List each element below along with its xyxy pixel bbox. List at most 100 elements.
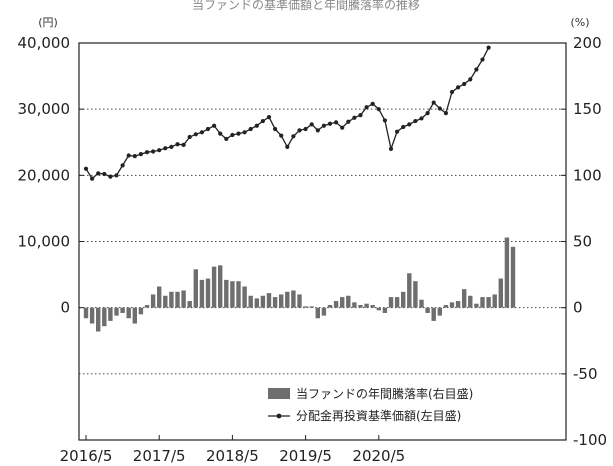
line-point (212, 123, 217, 128)
bar (236, 281, 241, 308)
bar (218, 265, 223, 308)
line-point (340, 125, 345, 130)
x-tick-label: 2016/5 (60, 447, 113, 465)
bar (242, 286, 247, 308)
line-point (309, 122, 314, 127)
bar (486, 297, 491, 308)
bar (144, 305, 150, 308)
right-tick-label: -50 (573, 365, 598, 383)
bar (260, 295, 266, 308)
bar (455, 301, 461, 308)
line-point (382, 118, 387, 123)
bar (193, 269, 198, 308)
line-point (395, 129, 400, 134)
line-point (419, 116, 424, 121)
line-point (126, 153, 131, 158)
line-point (327, 121, 333, 126)
line-point (230, 132, 235, 138)
line-point (199, 130, 204, 135)
right-tick-label: 0 (573, 299, 583, 317)
line-point (443, 111, 448, 116)
bar (413, 281, 418, 308)
bar (309, 306, 314, 308)
x-axis: 2016/5 2017/5 2018/5 2019/5 2020/5 (60, 435, 405, 465)
line-point (480, 57, 485, 62)
left-tick-label: 10,000 (18, 233, 71, 251)
line-point (456, 85, 461, 90)
legend-line-marker (276, 413, 282, 419)
x-tick-label: 2019/5 (279, 447, 332, 465)
line-point (352, 115, 357, 120)
bar (419, 299, 424, 308)
line-point (248, 126, 253, 132)
right-tick-label: 150 (573, 100, 602, 118)
bar (187, 301, 192, 308)
grid-lines (79, 108, 566, 375)
line-point (291, 134, 296, 139)
line-point (413, 118, 418, 124)
line-point (376, 107, 381, 112)
line-point (462, 81, 467, 87)
bar (199, 279, 205, 308)
line-point (364, 105, 369, 110)
line-point (388, 146, 394, 151)
line-point (254, 123, 259, 128)
bar (175, 291, 180, 308)
bar (492, 294, 497, 308)
left-axis-unit: (円) (38, 16, 58, 29)
line-point (370, 101, 375, 106)
bar (431, 307, 436, 321)
right-tick-label: 50 (573, 233, 592, 251)
left-tick-label: 0 (60, 299, 70, 317)
bar (120, 307, 125, 313)
bar (468, 295, 473, 308)
bar (425, 307, 430, 313)
bar (315, 307, 320, 319)
line-point (218, 131, 223, 136)
line-point (285, 144, 290, 149)
bar (443, 305, 449, 308)
left-tick-label: 40,000 (18, 34, 71, 52)
line-point (425, 111, 430, 116)
bar (138, 307, 144, 315)
bar (163, 295, 168, 308)
legend: 当ファンドの年間騰落率(右目盛) 分配金再投資基準価額(左目盛) (268, 386, 473, 423)
line-point (120, 163, 125, 168)
bar (382, 307, 388, 313)
bar (327, 305, 333, 308)
bar (510, 246, 516, 308)
right-tick-label: -100 (573, 431, 607, 449)
line-point (205, 126, 211, 132)
bar (321, 307, 327, 316)
bar (224, 279, 229, 308)
bar (291, 290, 296, 308)
line-point (358, 113, 363, 118)
bar (230, 281, 235, 308)
bar (340, 297, 345, 308)
right-tick-label: 100 (573, 166, 602, 184)
left-tick-label: 30,000 (18, 100, 71, 118)
line-point (401, 124, 406, 130)
line-point (144, 150, 150, 155)
line-point (407, 122, 412, 127)
right-tick-label: 200 (573, 34, 602, 52)
line-point (346, 119, 351, 124)
bar (157, 286, 162, 308)
right-axis: 200 150 100 50 0 -50 -100 (561, 34, 607, 449)
bar (132, 307, 137, 324)
line-point (163, 146, 168, 151)
bar (364, 303, 369, 308)
line-point (175, 142, 180, 147)
line-point (449, 89, 455, 95)
bar (126, 307, 131, 319)
line-point (297, 128, 302, 133)
bar (89, 307, 95, 324)
header-cut-text: 当ファンドの基準価額と年間騰落率の推移 (192, 0, 420, 12)
x-tick-label: 2017/5 (133, 447, 186, 465)
bar (150, 294, 156, 308)
bar (449, 302, 455, 308)
bar (102, 307, 107, 327)
bar (388, 297, 394, 308)
legend-line-label: 分配金再投資基準価額(左目盛) (296, 408, 461, 423)
